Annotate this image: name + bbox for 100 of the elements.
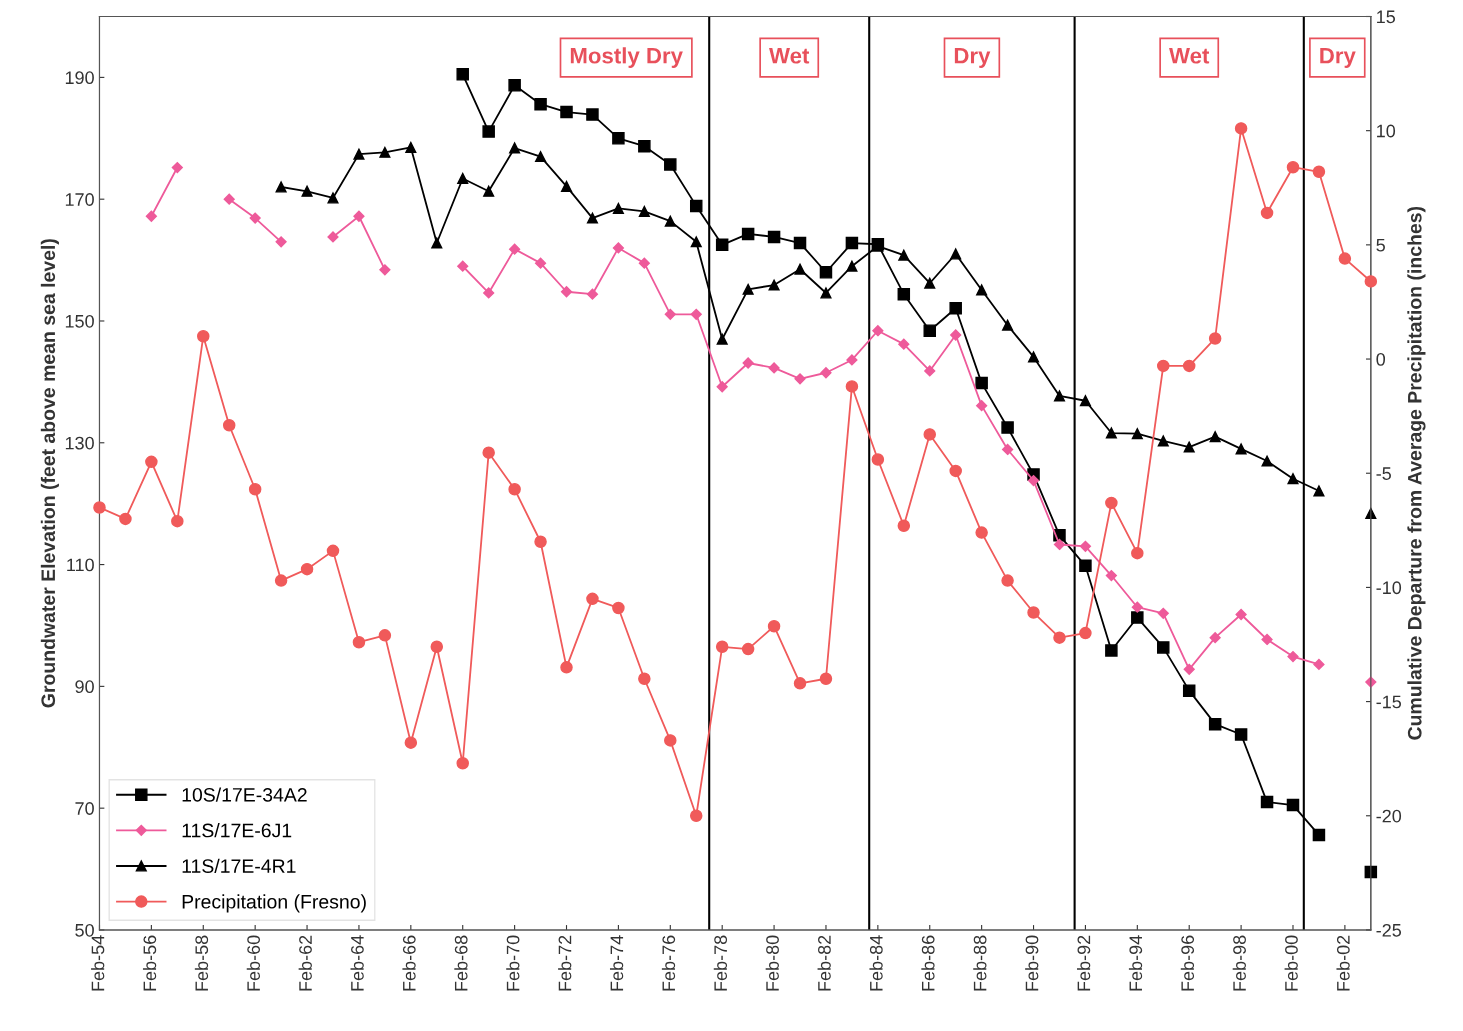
point	[1261, 455, 1273, 467]
x-tick-label: Feb-02	[1336, 935, 1350, 991]
y-axis-title: Groundwater Elevation (feet above mean sea level)	[40, 239, 59, 708]
point	[222, 419, 236, 432]
point	[379, 264, 391, 276]
x-tick-label: Feb-58	[194, 935, 209, 991]
point	[586, 288, 599, 300]
point	[1234, 122, 1248, 135]
point	[898, 249, 910, 261]
point	[1183, 663, 1195, 675]
point	[1157, 641, 1170, 654]
point	[300, 562, 314, 576]
point	[794, 373, 806, 385]
point	[431, 237, 443, 249]
point	[716, 381, 728, 393]
point	[1312, 828, 1326, 842]
point	[664, 158, 677, 171]
point	[1313, 658, 1325, 671]
point	[923, 324, 937, 337]
point	[1182, 684, 1196, 697]
y-tick-label: 50	[75, 923, 94, 937]
point	[1105, 496, 1118, 510]
point	[352, 635, 366, 649]
point	[93, 501, 106, 514]
x-tick-label: Feb-56	[142, 935, 157, 991]
point	[612, 132, 625, 145]
point	[846, 260, 858, 272]
point	[1286, 798, 1300, 812]
point	[535, 151, 547, 163]
point	[871, 453, 885, 466]
point	[145, 210, 157, 222]
point	[638, 205, 650, 217]
point	[767, 619, 781, 633]
point	[638, 139, 651, 153]
point	[846, 354, 858, 366]
y-tick-label: 150	[65, 314, 94, 328]
point	[793, 677, 807, 690]
point	[690, 308, 702, 320]
point	[508, 482, 521, 496]
point	[1235, 443, 1247, 455]
point	[923, 428, 937, 441]
x-tick-label: Feb-72	[558, 935, 572, 991]
point	[249, 212, 261, 224]
point	[560, 105, 573, 119]
point	[483, 287, 495, 299]
point	[274, 574, 288, 587]
y2-tick-label: 0	[1376, 352, 1386, 366]
point	[456, 757, 469, 770]
x-tick-label: Feb-94	[1128, 935, 1143, 991]
point	[819, 672, 833, 686]
point	[1079, 559, 1092, 573]
x-tick-label: Feb-62	[298, 935, 312, 991]
point	[1157, 359, 1170, 373]
point	[1079, 626, 1092, 640]
point	[664, 734, 677, 747]
point	[586, 212, 599, 224]
point	[715, 640, 729, 654]
point	[1027, 474, 1040, 487]
point	[1079, 540, 1092, 552]
point	[1105, 644, 1118, 657]
y2-tick-label: 15	[1377, 10, 1396, 24]
x-tick-label: Feb-84	[869, 935, 883, 991]
point	[405, 141, 417, 153]
point	[794, 263, 806, 275]
annotation: Dry	[1320, 48, 1356, 68]
x-tick-label: Feb-86	[921, 935, 935, 991]
point	[716, 333, 728, 345]
y-tick-label: 130	[65, 436, 94, 450]
y2-tick-label: -25	[1376, 923, 1402, 937]
point	[197, 329, 210, 343]
point	[327, 192, 339, 204]
point	[1002, 319, 1014, 331]
point	[924, 365, 936, 377]
point	[1131, 428, 1143, 440]
point	[690, 236, 702, 248]
y2-axis-title: Cumulative Departure from Average Precipitation (inches)	[1407, 206, 1426, 740]
point	[741, 642, 755, 656]
y-tick-label: 70	[75, 802, 94, 815]
point	[1053, 538, 1066, 551]
point	[171, 514, 184, 528]
point	[638, 257, 650, 269]
point	[586, 108, 599, 121]
point	[1105, 569, 1117, 582]
point	[560, 180, 573, 192]
point	[119, 512, 132, 526]
x-tick-label: Feb-68	[454, 935, 468, 991]
point	[976, 400, 988, 412]
point	[1053, 390, 1066, 402]
point	[819, 266, 833, 279]
annotation: Wet	[769, 48, 810, 64]
point	[1001, 443, 1014, 456]
point	[897, 287, 911, 301]
point	[1209, 632, 1221, 644]
point	[1286, 160, 1300, 174]
x-tick-label: Feb-74	[609, 935, 624, 991]
point	[664, 215, 676, 227]
point	[1001, 574, 1014, 587]
point	[949, 464, 962, 478]
point	[950, 329, 962, 341]
point	[509, 243, 521, 255]
